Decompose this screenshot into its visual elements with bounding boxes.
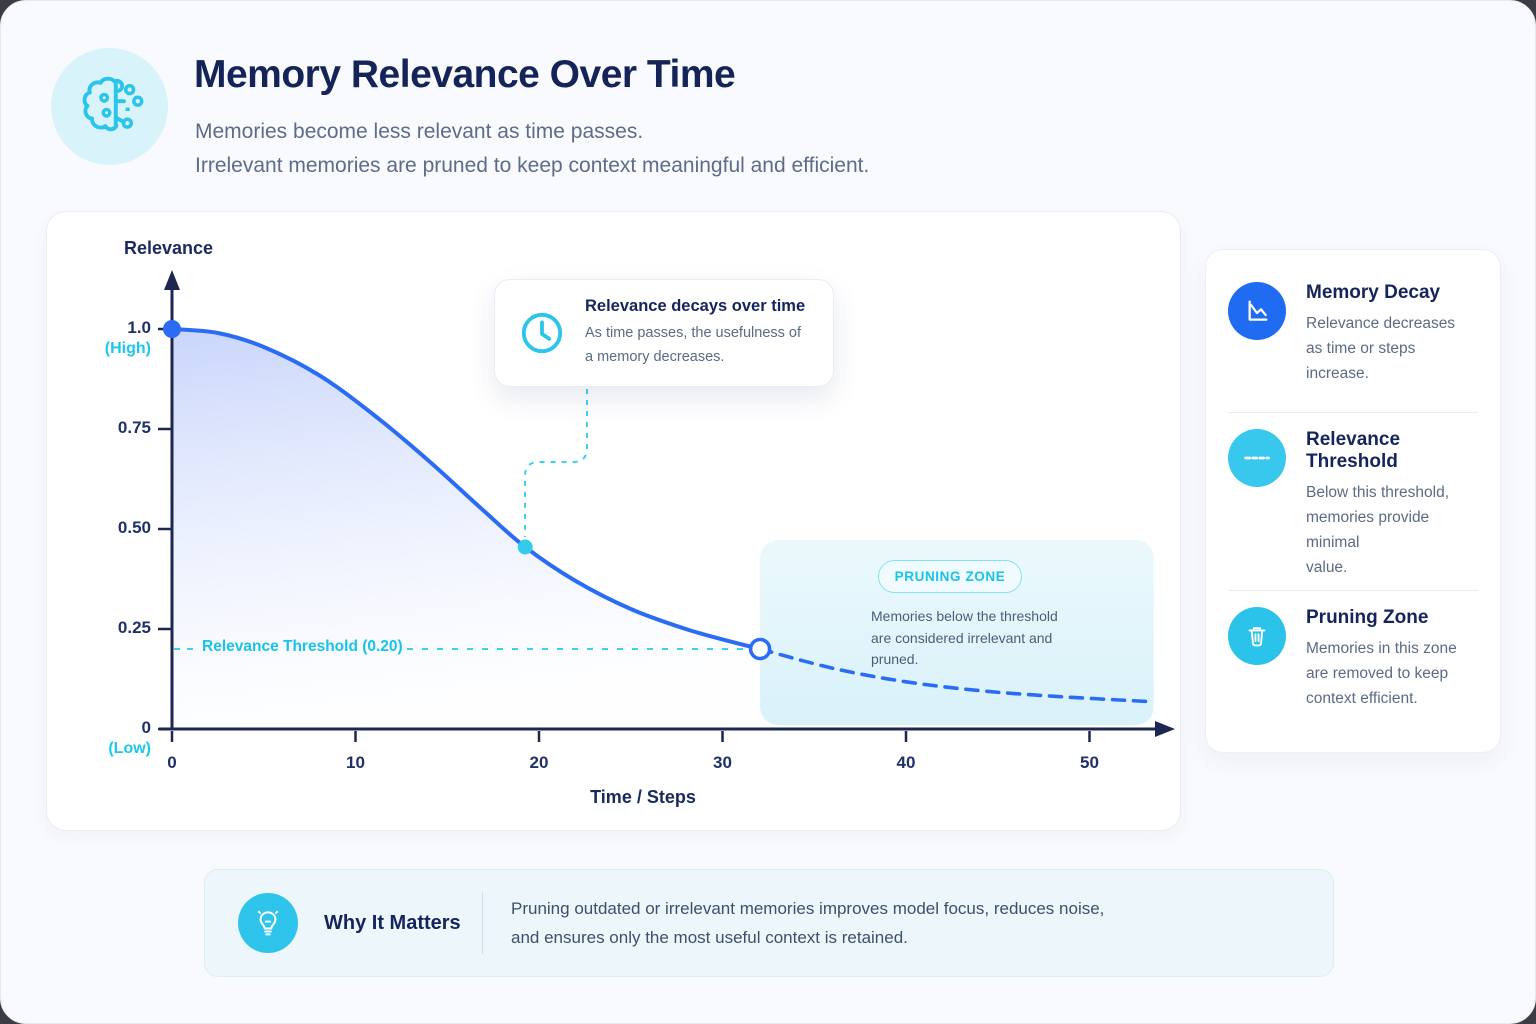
relevance-threshold-icon-badge: [1228, 428, 1286, 487]
relevance-curve-pruned-dashed: [758, 647, 1156, 704]
y-axis-arrow: [164, 270, 180, 290]
trash-icon: [1248, 626, 1266, 646]
sidebar-item-title: Memory Decay: [1306, 282, 1441, 303]
x-tick-label: 10: [346, 753, 365, 772]
pruning-zone-badge: PRUNING ZONE: [878, 560, 1022, 593]
pruning-zone-icon-badge: [1228, 606, 1286, 665]
lightbulb-icon-badge: [238, 893, 298, 953]
clock-icon: [521, 312, 563, 354]
pruning-zone-region: [760, 540, 1154, 725]
brain-circuit-icon: [82, 76, 143, 131]
page-title: Memory Relevance Over Time: [194, 53, 736, 96]
sidebar-item-title: Relevance Threshold: [1306, 428, 1401, 472]
footer-divider: [482, 892, 483, 954]
sidebar-item-body: Memories in this zone are removed to keep…: [1306, 639, 1457, 707]
y-tick-label: 0.25: [117, 618, 151, 637]
y-tick-label: 0: [141, 718, 151, 737]
sidebar-divider: [1228, 589, 1478, 591]
sidebar-divider: [1228, 411, 1478, 413]
decay-tooltip-card: Relevance decays over time As time passe…: [494, 279, 834, 387]
memory-decay-icon-badge: [1228, 282, 1286, 340]
tooltip-body: As time passes, the usefulness of a memor…: [585, 325, 801, 365]
x-tick-label: 30: [713, 753, 732, 772]
x-axis-arrow: [1155, 721, 1175, 737]
y-tick-sublabel: (High): [104, 340, 151, 357]
y-tick-label: 1.0: [127, 318, 151, 337]
x-axis-title: Time / Steps: [590, 787, 696, 807]
marker-mid: [517, 539, 533, 555]
lightbulb-icon: [257, 910, 279, 936]
relevance-decay-chart: [158, 270, 1175, 742]
axes: [159, 286, 1159, 731]
x-tick-label: 50: [1080, 753, 1099, 772]
x-tick-label: 40: [896, 753, 916, 772]
y-tick-label: 0.75: [117, 418, 151, 437]
footer-body: Pruning outdated or irrelevant memories …: [511, 899, 1105, 947]
tooltip-connector-dashed: [524, 389, 588, 537]
x-tick-label: 0: [167, 753, 177, 772]
why-it-matters-card: Why It Matters Pruning outdated or irrel…: [204, 869, 1334, 977]
legend-sidebar: Memory Decay Relevance decreases as time …: [1205, 249, 1501, 753]
y-tick-sublabel: (Low): [108, 740, 151, 757]
line-chart-decline-icon: [1248, 300, 1268, 321]
sidebar-item-memory-decay: Memory Decay Relevance decreases as time …: [1228, 276, 1478, 402]
relevance-chart-card: Relevance Time / Steps 0 10 20 30 40 50 1.0 (Hi…: [46, 211, 1181, 831]
brain-icon-badge: [51, 48, 168, 165]
y-axis-title: Relevance: [124, 238, 214, 258]
sidebar-item-title: Pruning Zone: [1306, 606, 1429, 628]
sidebar-item-pruning-zone: Pruning Zone Memories in this zone are re…: [1228, 601, 1478, 727]
relevance-area-fill: [172, 329, 761, 729]
sidebar-item-body: Relevance decreases as time or steps incre…: [1306, 315, 1456, 382]
x-tick-label: 20: [529, 753, 549, 772]
sidebar-item-body: Below this threshold, memories provide mi…: [1306, 483, 1450, 576]
page-subtitle: Memories become less relevant as time pa…: [195, 120, 870, 177]
curve-markers: [163, 320, 772, 661]
tooltip-title: Relevance decays over time: [585, 297, 806, 315]
threshold-label: Relevance Threshold (0.20): [202, 638, 403, 655]
y-tick-label: 0.50: [117, 518, 151, 537]
footer-title: Why It Matters: [324, 911, 461, 934]
pruning-zone-text: Memories below the threshold are consider…: [871, 608, 1058, 667]
marker-start: [163, 320, 181, 338]
marker-threshold-crossing: [748, 637, 772, 661]
dashed-threshold-icon: [1244, 456, 1270, 459]
sidebar-item-relevance-threshold: Relevance Threshold Below this threshold…: [1228, 423, 1478, 580]
relevance-curve-solid: [170, 327, 763, 651]
